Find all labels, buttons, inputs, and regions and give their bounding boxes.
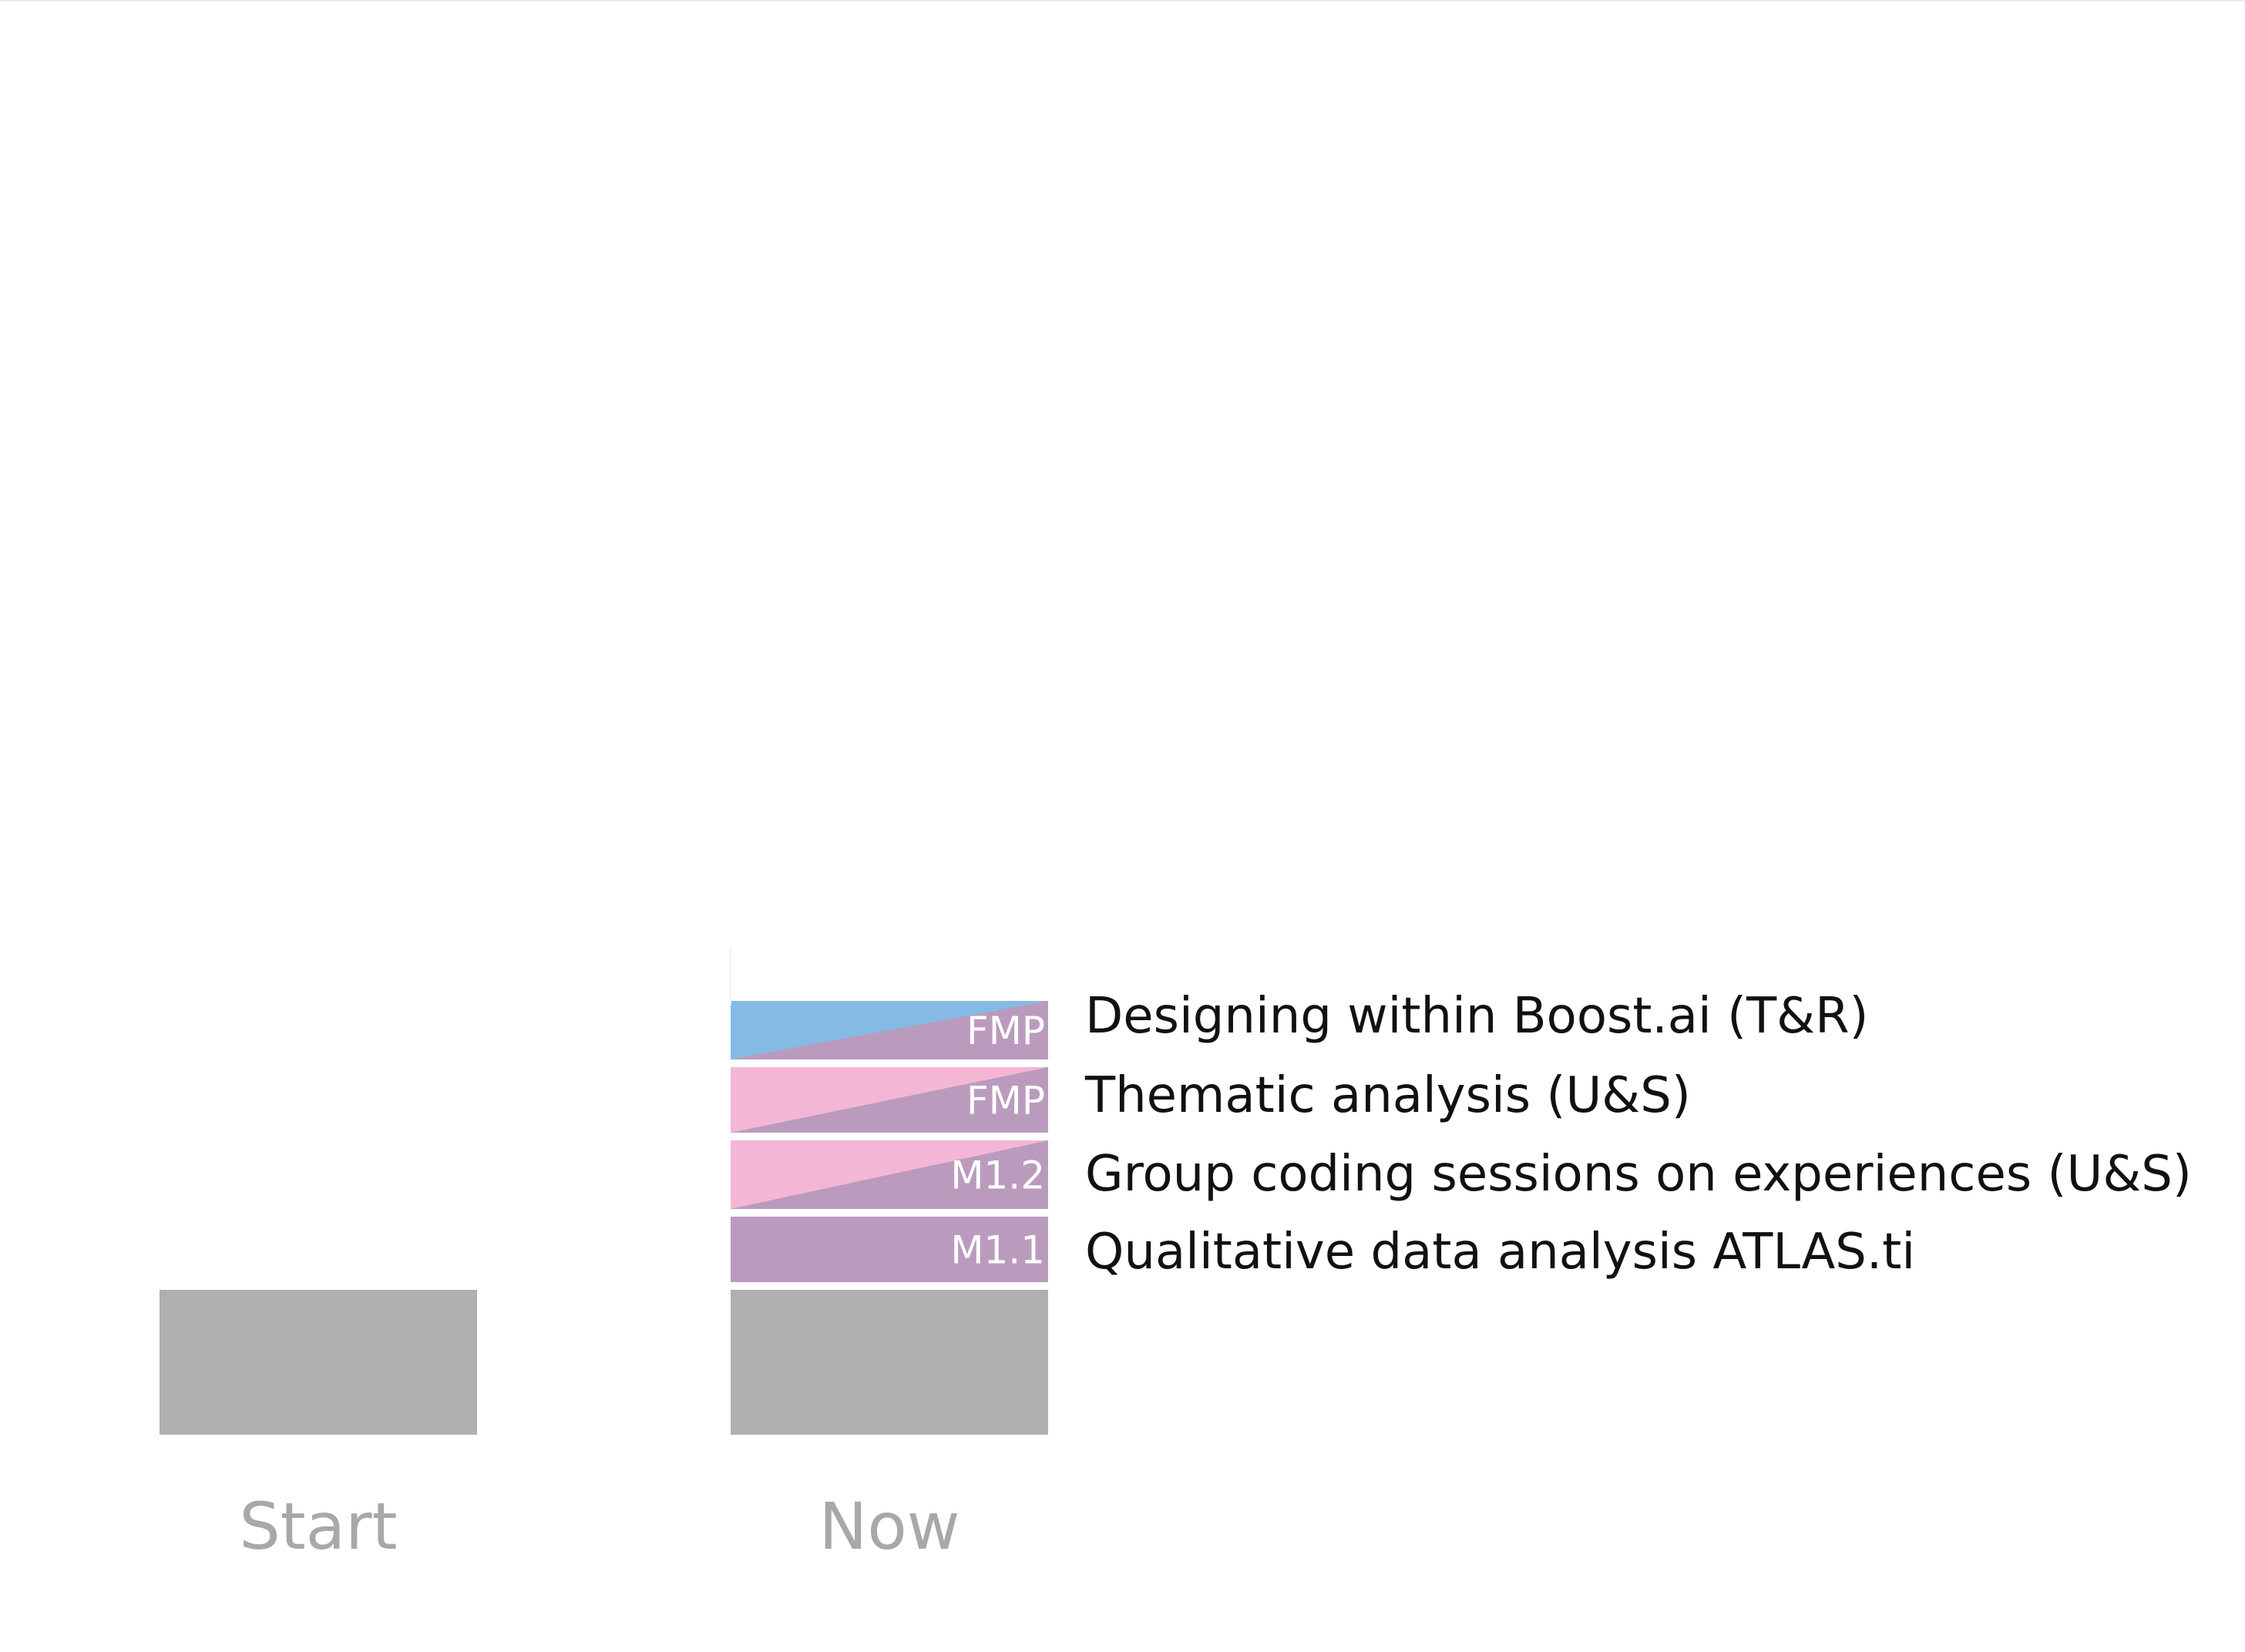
row-label-4: Designing within Boost.ai (T&R) — [1085, 988, 1869, 1045]
segment-label-2: M1.2 — [950, 1153, 1045, 1198]
bar-now-seg-4-diagonal — [731, 1001, 1048, 1059]
bar-start-base — [160, 1290, 477, 1435]
bar-now-base — [731, 1290, 1048, 1435]
category-label-now: Now — [819, 1489, 960, 1564]
segment-label-4: FMP — [966, 1009, 1045, 1053]
category-label-start: Start — [239, 1489, 397, 1564]
segment-label-1: M1.1 — [950, 1228, 1045, 1273]
bar-now-seg-3-diagonal — [731, 1067, 1048, 1133]
row-label-2: Group coding sessions on experiences (U&… — [1085, 1146, 2192, 1203]
top-border — [0, 0, 2245, 2]
row-label-3: Thematic analysis (U&S) — [1084, 1067, 1691, 1124]
segment-label-3: FMP — [966, 1079, 1045, 1123]
bar-now-seg-1 — [731, 1217, 1048, 1282]
bar-now-seg-2-diagonal — [731, 1140, 1048, 1209]
row-label-1: Qualitative data analysis ATLAS.ti — [1085, 1224, 1915, 1281]
